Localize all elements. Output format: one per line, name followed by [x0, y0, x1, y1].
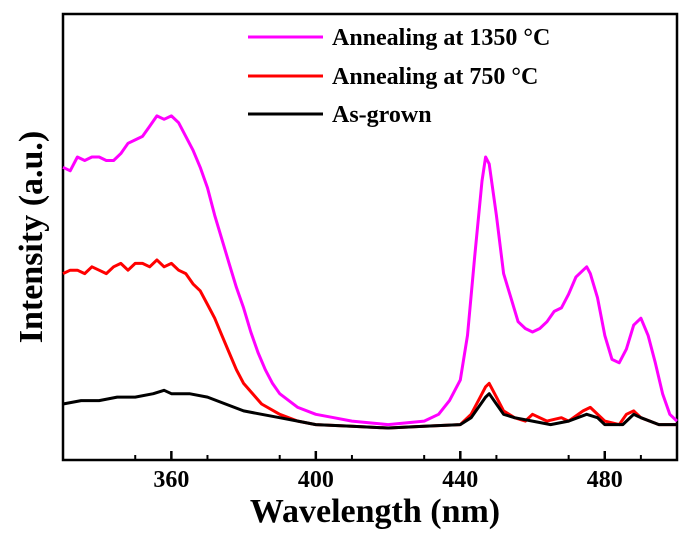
series-line-0	[62, 114, 679, 427]
x-tick-label: 400	[298, 467, 334, 493]
x-axis-ticks: 360 400 440 480	[62, 451, 642, 493]
series-layer	[62, 114, 679, 430]
series-line-2	[62, 388, 677, 430]
legend-label-0: Annealing at 1350 °C	[332, 25, 550, 51]
x-tick-label: 360	[153, 467, 189, 493]
legend-label-1: Annealing at 750 °C	[332, 64, 538, 90]
x-tick-label: 440	[442, 467, 478, 493]
x-tick-label: 480	[587, 467, 623, 493]
legend: Annealing at 1350 °C Annealing at 750 °C A…	[248, 25, 550, 128]
legend-label-2: As-grown	[332, 102, 432, 128]
plot-frame	[61, 12, 679, 462]
y-axis-label: Intensity (a.u.)	[13, 131, 50, 344]
x-axis-label: Wavelength (nm)	[250, 493, 500, 530]
series-line-1	[62, 258, 677, 430]
